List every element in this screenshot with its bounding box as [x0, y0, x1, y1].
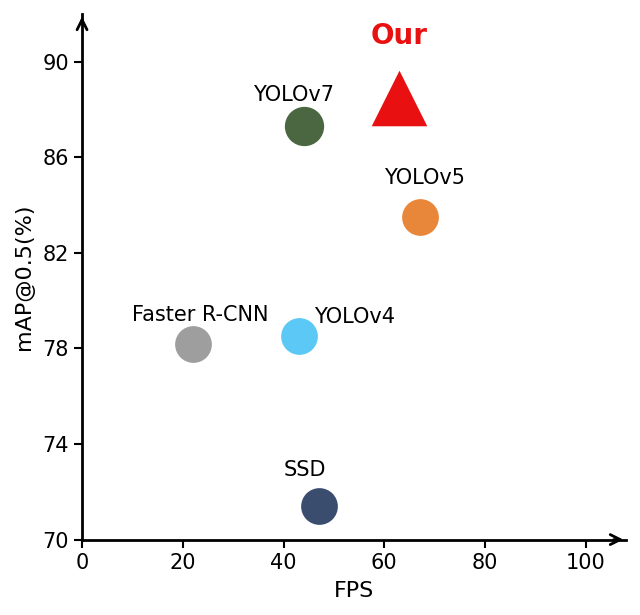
Y-axis label: mAP@0.5(%): mAP@0.5(%) — [14, 204, 34, 350]
Point — [394, 93, 404, 103]
Point — [314, 501, 324, 511]
Text: Faster R-CNN: Faster R-CNN — [132, 304, 269, 325]
Point — [188, 339, 198, 349]
Text: Our: Our — [371, 22, 428, 50]
Point — [294, 331, 304, 341]
Text: YOLOv7: YOLOv7 — [253, 85, 334, 105]
Text: SSD: SSD — [284, 460, 326, 480]
Point — [299, 121, 309, 131]
Text: YOLOv4: YOLOv4 — [314, 307, 395, 327]
Text: YOLOv5: YOLOv5 — [384, 169, 465, 188]
Point — [415, 212, 425, 222]
X-axis label: FPS: FPS — [334, 581, 374, 601]
